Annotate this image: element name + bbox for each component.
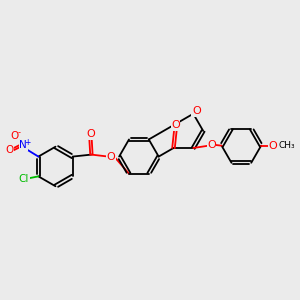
Text: O: O bbox=[86, 129, 95, 139]
Text: -: - bbox=[17, 128, 20, 137]
Text: +: + bbox=[24, 138, 31, 147]
Text: O: O bbox=[5, 145, 13, 155]
Text: Cl: Cl bbox=[19, 174, 29, 184]
Text: O: O bbox=[107, 152, 116, 162]
Text: O: O bbox=[10, 131, 18, 141]
Text: O: O bbox=[207, 140, 216, 150]
Text: O: O bbox=[268, 141, 278, 151]
Text: O: O bbox=[171, 120, 180, 130]
Text: O: O bbox=[192, 106, 201, 116]
Text: CH₃: CH₃ bbox=[278, 141, 295, 150]
Text: N: N bbox=[19, 140, 27, 150]
